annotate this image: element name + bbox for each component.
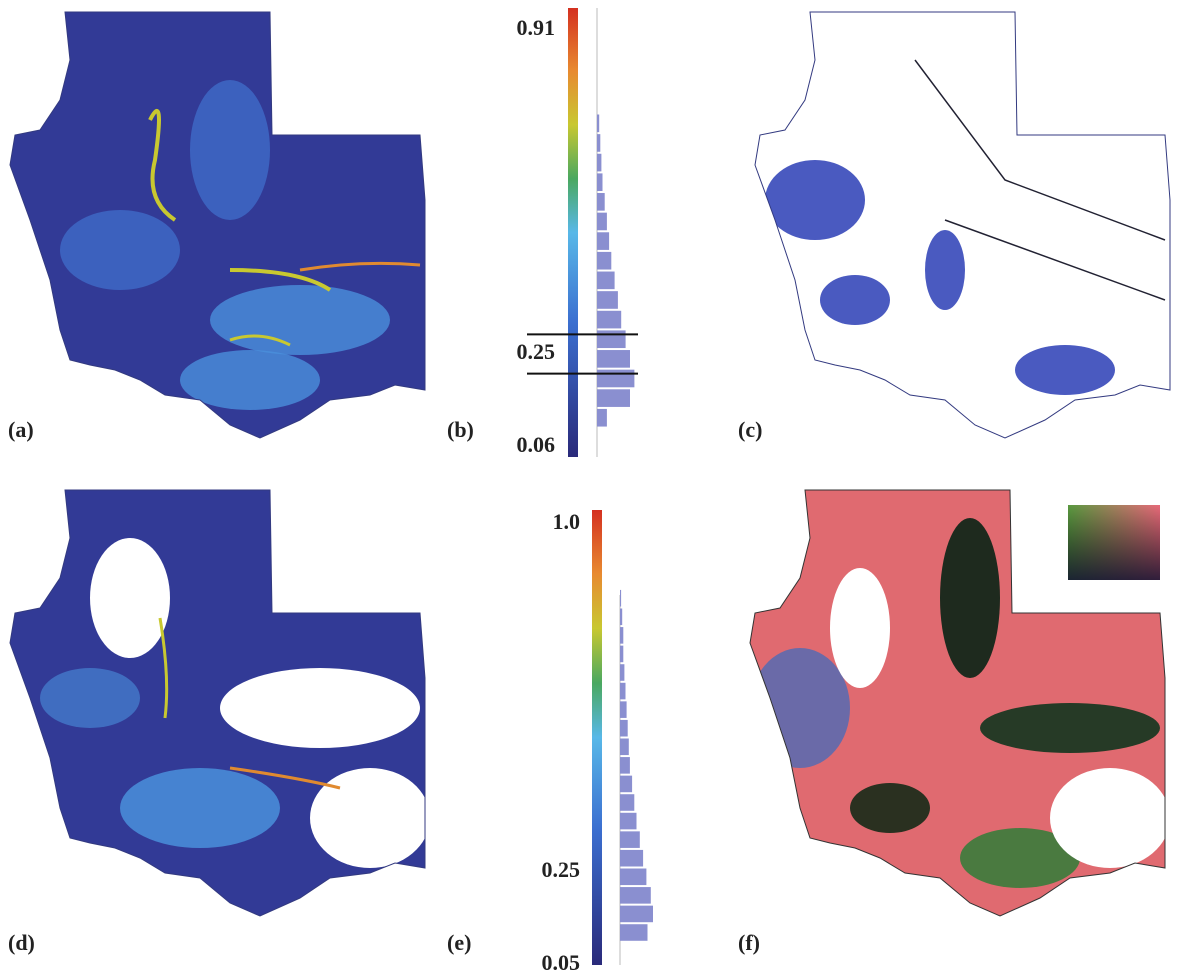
histogram-bar (620, 775, 633, 793)
histogram-bar (597, 114, 600, 133)
histogram-bar (597, 291, 618, 309)
map-f (749, 489, 1166, 917)
histogram-bar (620, 849, 644, 867)
histogram-bar (597, 232, 610, 250)
histogram-bar (620, 682, 626, 700)
colorbar (568, 8, 578, 457)
colorbar-tick-label: 0.05 (542, 950, 581, 975)
histogram-bar (620, 701, 627, 718)
map-c (754, 11, 1171, 439)
histogram-bar (620, 589, 622, 607)
panel-label: (a) (8, 417, 34, 442)
histogram-bar (597, 310, 622, 329)
histogram-bar (620, 627, 624, 644)
panel-label: (b) (447, 417, 474, 442)
panel-label: (d) (8, 930, 35, 955)
histogram-bar (597, 212, 607, 231)
colorbar-tick-label: 1.0 (553, 509, 581, 534)
histogram-bar (620, 757, 630, 774)
histogram-bar (620, 831, 640, 848)
colorbar-tick-label: 0.91 (517, 15, 556, 40)
histogram-bar (597, 369, 635, 388)
histogram-bar (597, 271, 615, 290)
histogram-bar (597, 251, 612, 270)
histogram-bar (620, 608, 623, 626)
histogram-bar (597, 389, 630, 407)
map-a (9, 11, 426, 439)
histogram-bar (597, 193, 605, 211)
histogram-bar (620, 645, 624, 663)
bivariate-legend (1068, 505, 1160, 580)
histogram-bar (620, 887, 651, 904)
histogram-bar (597, 173, 603, 192)
histogram-bar (597, 153, 602, 172)
histogram-bar (620, 719, 628, 737)
histogram-bar (620, 738, 629, 756)
histogram-bar (620, 905, 653, 923)
histogram-bar (597, 350, 630, 368)
histogram-bar (620, 794, 635, 811)
histogram-bar (620, 924, 648, 941)
panel-label: (f) (738, 930, 760, 955)
histogram-bar (597, 134, 601, 152)
map-d (9, 489, 426, 917)
histogram-bar (597, 330, 626, 349)
colorbar-tick-label: 0.25 (542, 857, 581, 882)
colorbar (592, 510, 602, 965)
colorbar-tick-label: 0.06 (517, 432, 556, 457)
histogram-bar (620, 868, 647, 886)
histogram-bar (597, 408, 607, 427)
histogram-bar (620, 664, 625, 681)
histogram-bar (620, 812, 637, 830)
panel-label: (c) (738, 417, 762, 442)
panel-label: (e) (447, 930, 471, 955)
colorbar-tick-label: 0.25 (517, 339, 556, 364)
